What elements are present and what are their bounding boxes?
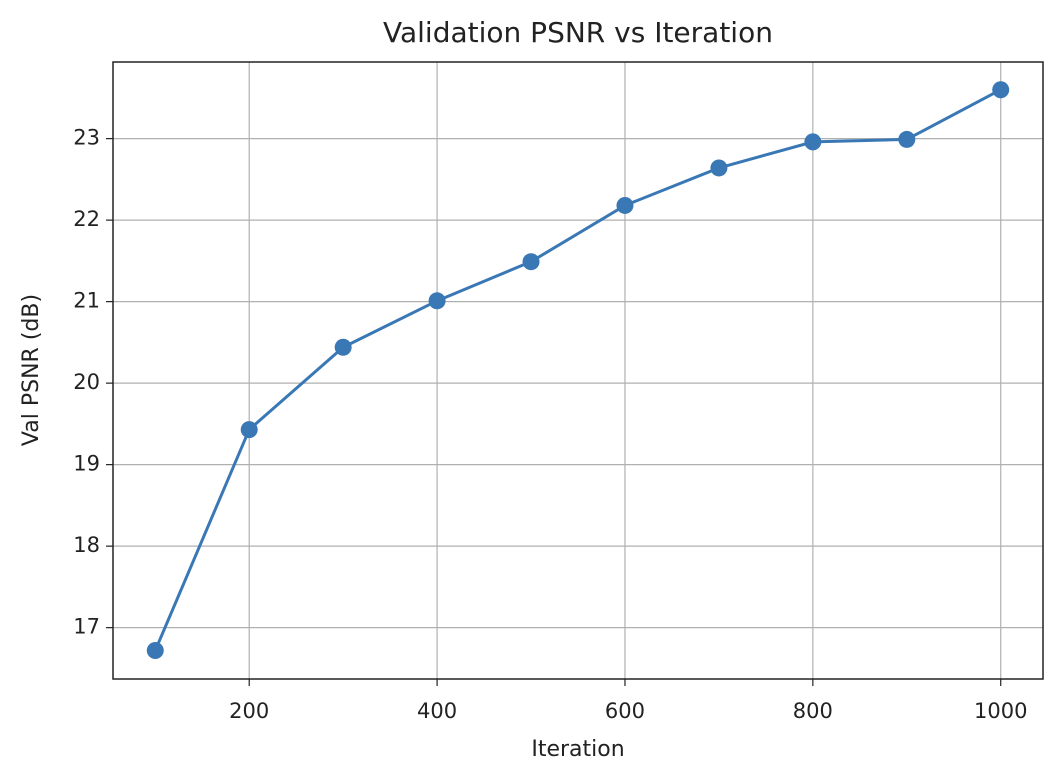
x-tick-label: 400 (417, 699, 457, 723)
point (146, 641, 164, 659)
x-tick-label: 800 (793, 699, 833, 723)
y-axis-label: Val PSNR (dB) (19, 294, 44, 446)
axes-frame (112, 61, 1044, 680)
x-tick-label: 600 (605, 699, 645, 723)
grid (113, 62, 1043, 679)
y-tick-label: 20 (73, 370, 100, 394)
point (428, 292, 446, 310)
point (992, 81, 1010, 99)
ticks: 200 400 600 800 1000 17 18 19 20 21 22 23 (73, 126, 1027, 723)
point (334, 338, 352, 356)
point (898, 130, 916, 148)
y-tick-label: 19 (73, 452, 100, 476)
point (522, 253, 540, 271)
chart-title: Validation PSNR vs Iteration (383, 16, 773, 49)
point (616, 196, 634, 214)
y-tick-label: 17 (73, 615, 100, 639)
series-line (153, 88, 1002, 652)
y-tick-label: 23 (73, 126, 100, 150)
point (710, 159, 728, 177)
x-axis-label: Iteration (531, 737, 624, 762)
y-tick-label: 18 (73, 533, 100, 557)
plot (146, 81, 1010, 659)
x-tick-label: 1000 (974, 699, 1027, 723)
y-tick-label: 22 (73, 207, 100, 231)
point (804, 133, 822, 151)
point (240, 421, 258, 439)
x-tick-label: 200 (229, 699, 269, 723)
y-tick-label: 21 (73, 289, 100, 313)
